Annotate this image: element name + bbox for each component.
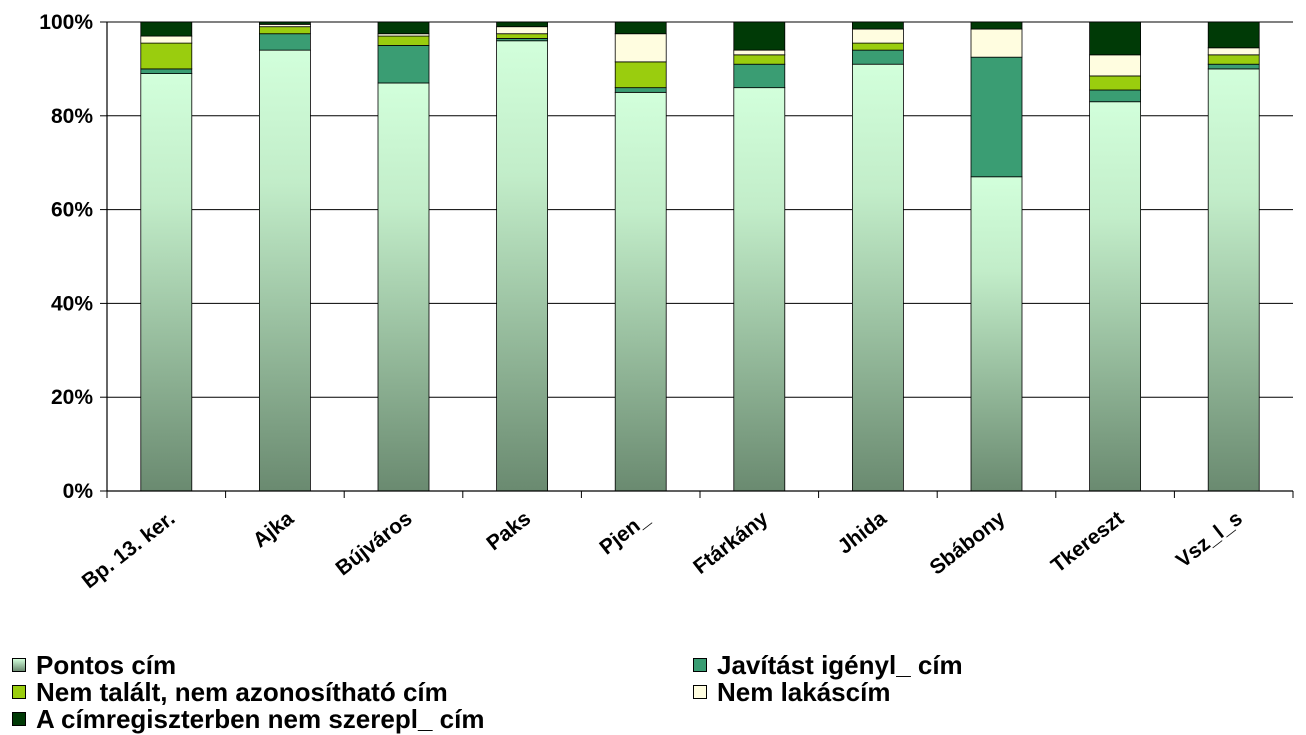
bar-segment-1: [852, 63, 904, 492]
bar-segment-4: [970, 28, 1023, 58]
legend-label-nem-lakascim: Nem lakáscím: [717, 677, 891, 707]
bar-segment-2: [970, 56, 1023, 178]
legend-label-pontos: Pontos cím: [36, 650, 177, 680]
legend-label-cimregiszter: A címregiszterben nem szerepl_ cím: [36, 704, 485, 734]
bar-segment-1: [733, 87, 786, 492]
x-tick-label: Sbábony: [926, 507, 1010, 580]
bar-segment-4: [852, 28, 904, 44]
y-axis-ticks: 0% 20% 40% 60% 80% 100%: [39, 11, 107, 503]
bar-segment-2: [377, 45, 430, 84]
bar-segment-5: [852, 21, 904, 30]
bar-segment-5: [140, 21, 193, 37]
bar-segment-1: [258, 49, 311, 492]
x-tick-label: Ajka: [249, 507, 298, 553]
bar-segment-1: [614, 91, 667, 492]
bar-segment-2: [258, 33, 311, 51]
x-tick-label: Jhida: [834, 507, 892, 559]
y-tick-label: 20%: [51, 386, 93, 409]
bar-segment-1: [140, 73, 193, 492]
bar-segment-2: [733, 63, 786, 89]
x-tick-label: Bp. 13. ker.: [78, 507, 180, 593]
legend-swatch-javitast: [693, 658, 707, 672]
y-tick-label: 100%: [39, 11, 93, 34]
legend: Pontos cím Javítást igényl_ cím Nem talá…: [0, 648, 1306, 735]
bar-segment-3: [140, 42, 193, 70]
bar-segment-4: [496, 26, 549, 35]
bar-segment-5: [733, 21, 786, 51]
x-tick-label: Bújváros: [332, 507, 417, 580]
bar-segment-3: [852, 42, 904, 51]
bar-segment-4: [1089, 54, 1141, 77]
bar-segment-2: [852, 49, 904, 65]
bar-segment-3: [1207, 54, 1260, 65]
x-tick-label: Pjen_: [595, 507, 654, 560]
x-axis-ticks: Bp. 13. ker. Ajka Bújváros Paks Pjen_ Ftárkán…: [78, 491, 1294, 593]
bar-segment-2: [614, 87, 667, 93]
bar-segment-3: [377, 35, 430, 46]
bar-segment-3: [1089, 75, 1141, 91]
bar-segment-5: [614, 21, 667, 35]
bar-segment-5: [970, 21, 1023, 30]
bar-segment-2: [140, 68, 193, 74]
legend-item-pontos: Pontos cím: [12, 652, 176, 678]
bar-segment-2: [1207, 63, 1260, 70]
legend-label-nem-talalt: Nem talált, nem azonosítható cím: [36, 677, 448, 707]
x-tick-label: Vsz_l_s: [1172, 507, 1247, 573]
bar-segment-1: [1207, 68, 1260, 492]
stacked-bar-chart: 0% 20% 40% 60% 80% 100% Bp. 13. ker. Ajka Bújvá…: [39, 11, 1294, 593]
bar-segment-5: [496, 21, 549, 28]
bar-segment-3: [614, 61, 667, 89]
bar-segment-4: [733, 49, 786, 56]
bar-segment-4: [1207, 47, 1260, 56]
bar-segment-1: [496, 40, 549, 492]
bar-segment-4: [614, 33, 667, 63]
bar-segment-3: [258, 26, 311, 35]
legend-label-javitast: Javítást igényl_ cím: [717, 650, 963, 680]
legend-swatch-nem-lakascim: [693, 685, 707, 699]
bar-segment-3: [496, 33, 549, 39]
bar-segment-1: [970, 176, 1023, 492]
bars: [140, 21, 1260, 492]
bar-segment-3: [733, 54, 786, 65]
legend-item-nem-lakascim: Nem lakáscím: [693, 679, 890, 705]
bar-segment-4: [140, 35, 193, 44]
y-tick-label: 40%: [51, 292, 93, 315]
legend-item-nem-talalt: Nem talált, nem azonosítható cím: [12, 679, 448, 705]
x-tick-label: Ftárkány: [689, 507, 772, 579]
bar-segment-1: [1089, 101, 1141, 492]
bar-segment-5: [258, 21, 311, 25]
bar-segment-5: [1089, 21, 1141, 56]
x-tick-label: Tkereszt: [1047, 507, 1128, 578]
legend-item-cimregiszter: A címregiszterben nem szerepl_ cím: [12, 706, 484, 732]
legend-swatch-nem-talalt: [12, 685, 26, 699]
legend-item-javitast: Javítást igényl_ cím: [693, 652, 963, 678]
bar-segment-5: [377, 21, 430, 35]
bar-segment-1: [377, 82, 430, 492]
y-tick-label: 80%: [51, 105, 93, 128]
y-tick-label: 0%: [63, 480, 94, 503]
bar-segment-2: [1089, 89, 1141, 103]
y-tick-label: 60%: [51, 199, 93, 222]
bar-segment-5: [1207, 21, 1260, 49]
x-tick-label: Paks: [482, 507, 535, 555]
legend-swatch-cimregiszter: [12, 712, 26, 726]
legend-swatch-pontos: [12, 658, 26, 672]
